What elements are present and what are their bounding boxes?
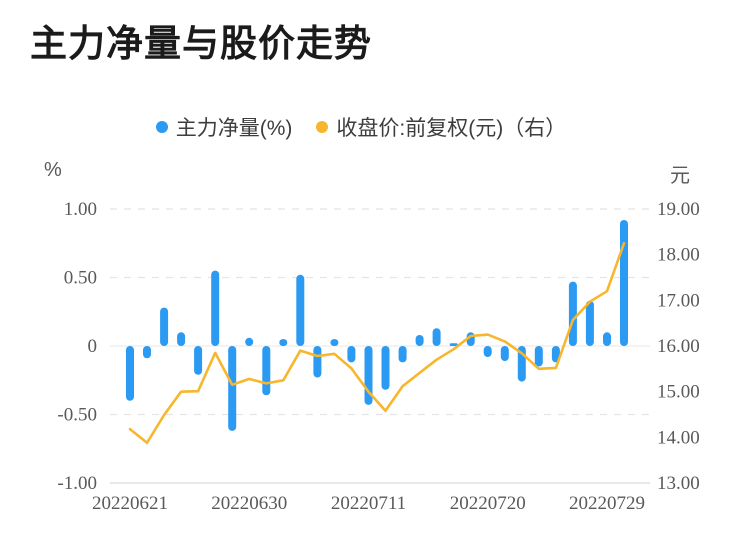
bar[interactable] [432, 328, 441, 346]
bar[interactable] [620, 220, 628, 346]
bar[interactable] [228, 346, 237, 431]
bar[interactable] [500, 346, 509, 362]
right-axis-tick: 14.00 [657, 427, 700, 448]
bar[interactable] [313, 346, 322, 378]
legend-dot-icon [155, 121, 168, 133]
right-axis-tick: 15.00 [657, 382, 700, 403]
left-axis-tick: -0.50 [57, 405, 97, 426]
left-axis-tick: 0.50 [64, 268, 97, 289]
bar[interactable] [347, 346, 356, 363]
right-axis-tick: 18.00 [657, 245, 700, 266]
bar[interactable] [262, 346, 271, 396]
bar[interactable] [279, 339, 288, 346]
right-axis-tick: 19.00 [657, 199, 700, 220]
bar[interactable] [551, 346, 560, 363]
bar[interactable] [194, 346, 203, 375]
right-axis-tick: 13.00 [657, 473, 700, 494]
legend-label-close-price: 收盘价:前复权(元)（右） [336, 117, 567, 140]
x-axis-label: 20220720 [450, 493, 526, 514]
legend-item-main-net-volume[interactable]: 主力净量(%) [155, 112, 293, 142]
legend-item-close-price[interactable]: 收盘价:前复权(元)（右） [316, 112, 566, 142]
x-axis-label: 20220621 [92, 493, 168, 514]
right-axis-tick: 16.00 [657, 336, 700, 357]
legend: 主力净量(%) 收盘价:前复权(元)（右） [0, 112, 750, 142]
x-axis-label: 20220711 [331, 493, 406, 514]
left-axis-tick: -1.00 [57, 473, 97, 494]
bar[interactable] [296, 274, 305, 346]
left-axis-tick: 1.00 [64, 199, 97, 220]
right-axis-unit: 元 [670, 165, 690, 187]
right-axis-tick: 17.00 [657, 290, 700, 311]
bar[interactable] [381, 346, 390, 390]
bar[interactable] [211, 270, 220, 346]
bar[interactable] [143, 346, 151, 359]
bar[interactable] [585, 300, 594, 346]
bar[interactable] [568, 281, 577, 346]
bar[interactable] [330, 339, 339, 346]
legend-dot-icon [316, 121, 329, 133]
bar[interactable] [126, 346, 134, 401]
x-axis-label: 20220630 [211, 493, 287, 514]
price-line [128, 242, 626, 445]
bar[interactable] [160, 307, 169, 346]
left-axis-tick: 0 [88, 336, 98, 357]
bar[interactable] [398, 346, 407, 363]
bar[interactable] [177, 332, 186, 346]
bar[interactable] [245, 337, 254, 346]
bar[interactable] [483, 346, 492, 357]
legend-label-main-net-volume: 主力净量(%) [175, 117, 293, 140]
bar[interactable] [449, 343, 458, 346]
bar[interactable] [603, 332, 611, 346]
page-title: 主力净量与股价走势 [30, 23, 372, 64]
bar[interactable] [415, 335, 424, 346]
x-axis-label: 20220729 [569, 493, 645, 514]
left-axis-unit: % [44, 159, 62, 181]
bar[interactable] [534, 346, 543, 367]
